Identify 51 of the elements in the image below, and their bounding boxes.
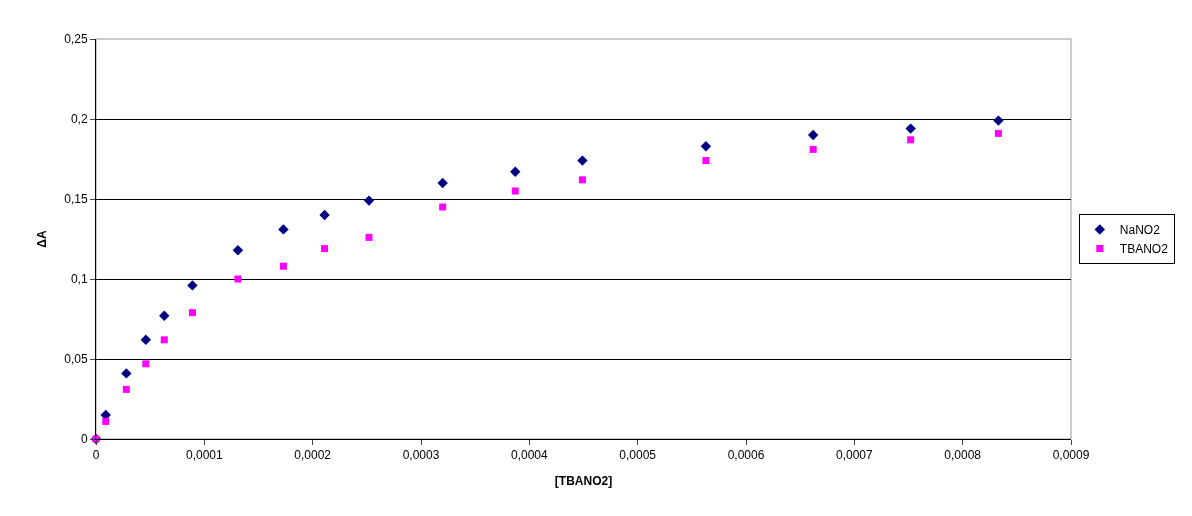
- point: [993, 115, 1004, 126]
- point: [321, 245, 329, 253]
- point: [700, 141, 712, 152]
- x-tick-label: 0: [92, 448, 100, 463]
- x-tick-label: 0,0008: [944, 448, 982, 463]
- x-tick-label: 0,0007: [835, 448, 874, 463]
- point: [319, 209, 330, 221]
- x-tick-label: 0,0002: [294, 448, 332, 463]
- point: [907, 136, 915, 144]
- x-tick-label: 0,0009: [1052, 448, 1090, 463]
- point: [187, 280, 198, 291]
- point: [159, 310, 170, 321]
- point: [437, 177, 448, 189]
- x-tick-label: 0,0004: [510, 448, 549, 463]
- point: [578, 176, 586, 184]
- point: [511, 187, 519, 195]
- y-tick-label: 0,15: [64, 192, 88, 207]
- legend-label: NaNO2: [1119, 223, 1161, 238]
- point: [994, 129, 1002, 137]
- point: [510, 166, 521, 177]
- point: [365, 233, 373, 241]
- x-axis-title: [TBANO2]: [554, 474, 613, 489]
- y-tick-label: 0,25: [64, 32, 88, 47]
- y-axis-title: ΔA: [34, 230, 49, 248]
- y-tick-label: 0,2: [70, 112, 88, 127]
- point: [279, 262, 287, 270]
- x-tick-label: 0,0003: [402, 448, 440, 463]
- y-tick-label: 0,1: [70, 272, 88, 287]
- point: [142, 360, 150, 368]
- legend-label: TBANO2: [1119, 242, 1169, 257]
- point: [188, 309, 196, 317]
- point: [809, 145, 817, 153]
- point: [363, 195, 375, 206]
- point: [807, 129, 819, 141]
- point: [232, 245, 244, 256]
- point: [702, 157, 710, 165]
- point: [160, 336, 168, 344]
- point: [905, 123, 916, 134]
- y-tick-label: 0: [80, 432, 88, 447]
- x-tick-label: 0,0001: [185, 448, 224, 463]
- y-tick-label: 0,05: [64, 352, 88, 367]
- x-tick-label: 0,0006: [727, 448, 765, 463]
- point: [121, 368, 132, 379]
- x-tick-label: 0,0005: [619, 448, 657, 463]
- point: [102, 417, 110, 425]
- point: [140, 334, 152, 345]
- point: [577, 155, 588, 166]
- point: [122, 385, 130, 393]
- point: [439, 203, 447, 211]
- point: [234, 275, 242, 283]
- point: [278, 224, 289, 235]
